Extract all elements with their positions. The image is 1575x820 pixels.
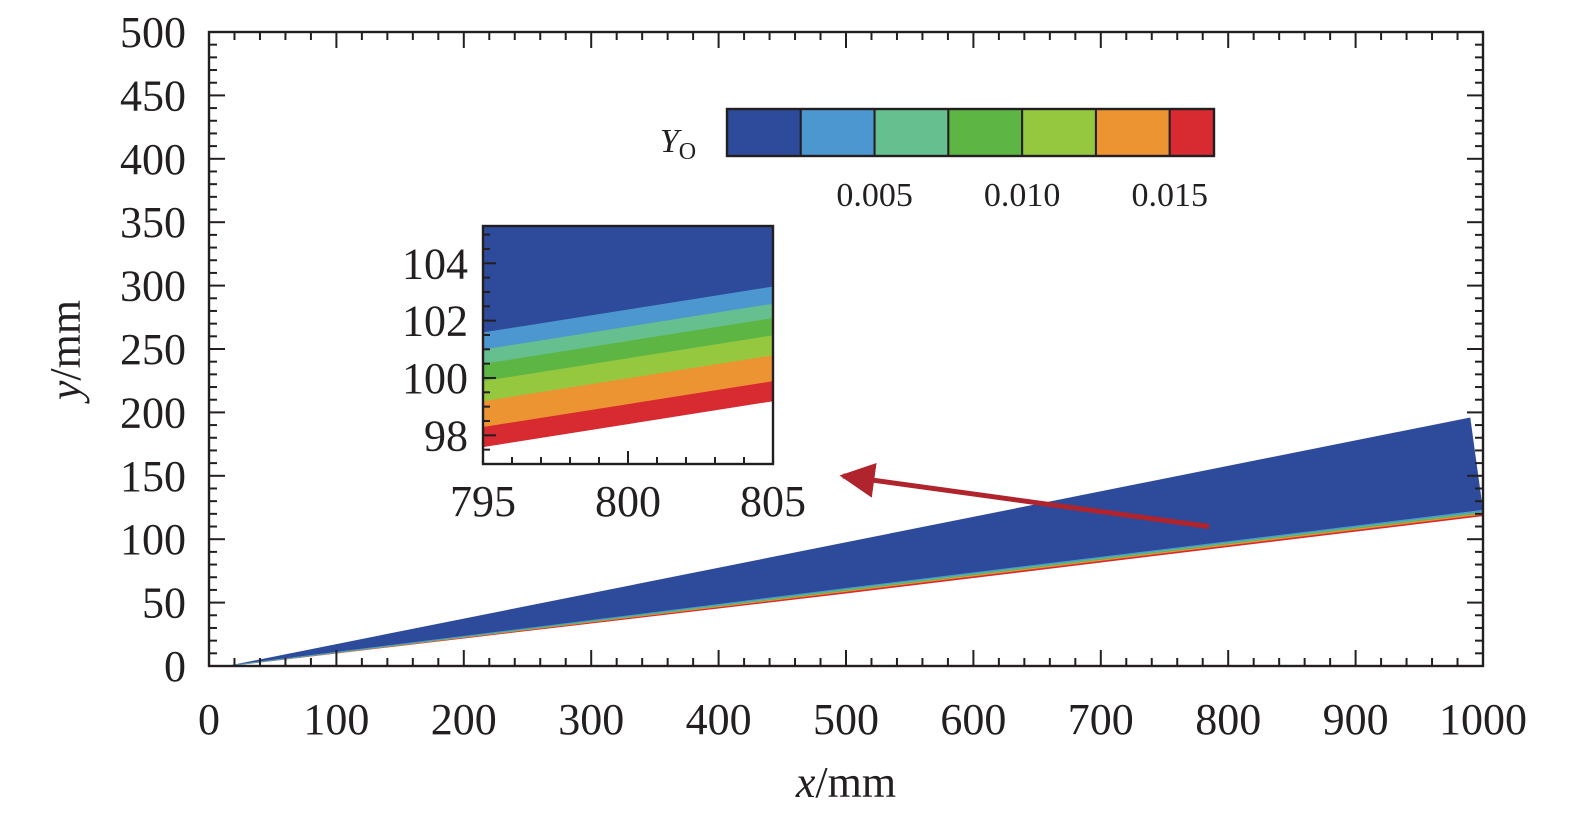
wall-band-4 xyxy=(226,510,1483,666)
inset-band-0 xyxy=(483,380,773,448)
x-tick-label-200: 200 xyxy=(431,695,497,744)
x-tick-label-600: 600 xyxy=(940,695,1006,744)
colorbar: YO 0.005 0.010 0.015 xyxy=(660,107,1216,214)
inset-x-tick-label-795: 795 xyxy=(450,477,516,526)
inset-y-tick-label-98: 98 xyxy=(424,411,468,460)
inset-y-tick-label-102: 102 xyxy=(402,297,468,346)
y-tick-label-450: 450 xyxy=(120,71,186,120)
y-tick-label-0: 0 xyxy=(164,642,186,691)
inset-y-tick-label-100: 100 xyxy=(402,354,468,403)
main-plot: 0 100 200 300 400 500 600 700 800 900 1000 0 50 100 1… xyxy=(41,8,1527,807)
colorbar-cell-1 xyxy=(799,108,876,157)
main-ticks xyxy=(208,31,1484,667)
y-tick-label-150: 150 xyxy=(120,452,186,501)
colorbar-cell-2 xyxy=(873,108,950,157)
colorbar-cell-5 xyxy=(1094,108,1171,157)
y-tick-label-200: 200 xyxy=(120,388,186,437)
inset-y-tick-label-104: 104 xyxy=(402,239,468,288)
inset-band-5 xyxy=(483,285,773,350)
inset-ticks xyxy=(482,233,774,465)
colorbar-cell-6 xyxy=(1168,108,1216,157)
colorbar-cell-4 xyxy=(1021,108,1097,157)
x-tick-label-1000: 1000 xyxy=(1439,695,1527,744)
main-y-tick-labels: 0 50 100 150 200 250 300 350 400 450 500 xyxy=(120,8,186,691)
flow-domain-region xyxy=(226,417,1483,666)
main-plot-area xyxy=(226,417,1483,666)
x-tick-label-500: 500 xyxy=(813,695,879,744)
colorbar-label-variable: Y xyxy=(660,123,682,160)
y-tick-label-350: 350 xyxy=(120,198,186,247)
x-tick-label-100: 100 xyxy=(303,695,369,744)
colorbar-tick-0.005: 0.005 xyxy=(836,177,913,214)
inset-x-tick-label-800: 800 xyxy=(595,477,661,526)
y-tick-label-100: 100 xyxy=(120,515,186,564)
main-x-tick-labels: 0 100 200 300 400 500 600 700 800 900 1000 xyxy=(198,695,1527,744)
x-tick-label-400: 400 xyxy=(686,695,752,744)
x-tick-label-0: 0 xyxy=(198,695,220,744)
x-axis-unit: /mm xyxy=(815,758,896,807)
y-tick-label-400: 400 xyxy=(120,135,186,184)
inset-x-tick-labels: 795 800 805 xyxy=(450,477,806,526)
colorbar-tick-labels: 0.005 0.010 0.015 xyxy=(836,177,1208,214)
wall-concentration-bands xyxy=(226,510,1483,666)
inset-band-2 xyxy=(483,334,773,402)
y-tick-label-300: 300 xyxy=(120,262,186,311)
inset-band-4 xyxy=(483,303,773,364)
inset-plot: 795 800 805 98 100 102 104 xyxy=(402,224,806,526)
y-tick-label-50: 50 xyxy=(142,579,186,628)
colorbar-tick-0.015: 0.015 xyxy=(1131,177,1208,214)
x-tick-label-300: 300 xyxy=(558,695,624,744)
colorbar-tick-0.010: 0.010 xyxy=(984,177,1061,214)
colorbar-cell-0 xyxy=(726,108,802,157)
zoom-arrow xyxy=(839,462,1210,529)
inset-y-tick-labels: 98 100 102 104 xyxy=(402,239,468,460)
x-axis-title: x/mm xyxy=(795,758,896,807)
y-tick-label-250: 250 xyxy=(120,325,186,374)
inset-band-3 xyxy=(483,317,773,382)
y-axis-variable: y xyxy=(41,380,90,404)
y-axis-unit: /mm xyxy=(41,300,90,381)
x-axis-variable: x xyxy=(795,758,816,807)
inset-x-tick-label-805: 805 xyxy=(740,477,806,526)
colorbar-frame xyxy=(725,107,1216,158)
y-axis-title: y/mm xyxy=(41,300,90,404)
x-tick-label-900: 900 xyxy=(1323,695,1389,744)
inset-concentration-bands xyxy=(483,226,773,448)
inset-band-1 xyxy=(483,354,773,428)
colorbar-cell-3 xyxy=(947,108,1024,157)
x-tick-label-800: 800 xyxy=(1195,695,1261,744)
y-tick-label-500: 500 xyxy=(120,8,186,57)
colorbar-label-subscript: O xyxy=(679,139,696,165)
inset-band-6 xyxy=(483,226,773,333)
x-tick-label-700: 700 xyxy=(1068,695,1134,744)
colorbar-label: YO xyxy=(660,123,696,165)
colorbar-cells xyxy=(726,108,1216,157)
